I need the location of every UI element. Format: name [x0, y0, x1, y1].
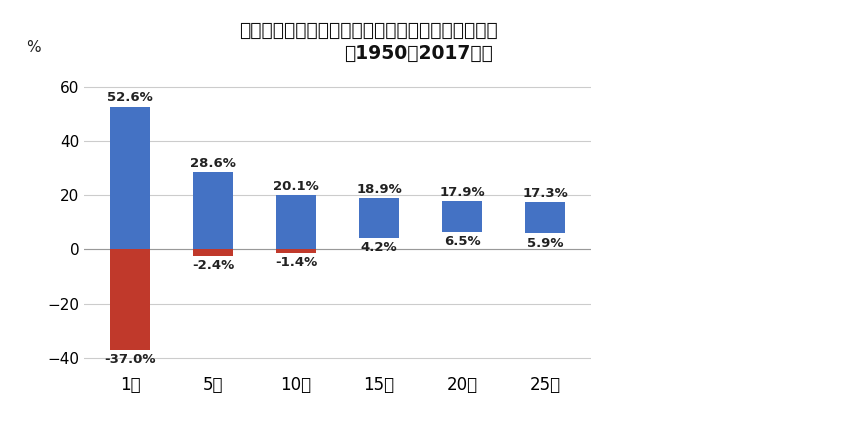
Text: 20.1%: 20.1% — [273, 180, 319, 192]
Bar — [442, 201, 482, 232]
Bar — [110, 107, 150, 249]
Text: （1950～2017年）: （1950～2017年） — [344, 44, 493, 63]
Bar — [276, 249, 316, 253]
Text: 4.2%: 4.2% — [360, 241, 398, 254]
Text: 17.9%: 17.9% — [440, 186, 485, 199]
Text: -1.4%: -1.4% — [275, 256, 317, 269]
Bar — [193, 249, 233, 256]
Text: 28.6%: 28.6% — [190, 157, 236, 170]
Text: -37.0%: -37.0% — [105, 353, 156, 366]
Bar — [110, 249, 150, 350]
Text: 17.3%: 17.3% — [522, 187, 568, 200]
Text: 5.9%: 5.9% — [527, 236, 564, 249]
Text: 52.6%: 52.6% — [107, 92, 153, 104]
Text: 6.5%: 6.5% — [444, 235, 480, 248]
Text: 株式投賄の投賄期間と年平均リターンの散らばり方: 株式投賄の投賄期間と年平均リターンの散らばり方 — [239, 21, 497, 40]
Text: 18.9%: 18.9% — [356, 183, 402, 196]
Bar — [276, 195, 316, 249]
Text: -2.4%: -2.4% — [192, 259, 234, 272]
Bar — [525, 203, 565, 233]
Text: %: % — [26, 41, 41, 55]
Bar — [193, 172, 233, 249]
Bar — [360, 198, 399, 238]
